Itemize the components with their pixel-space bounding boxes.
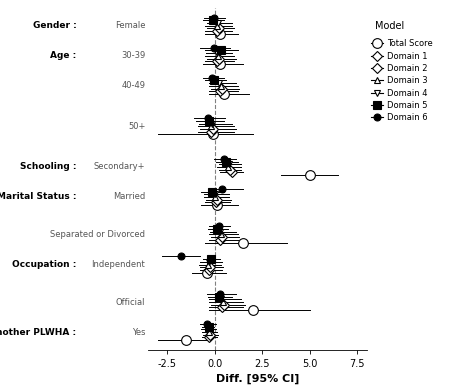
Text: Occupation :: Occupation :	[12, 260, 76, 269]
Text: Married: Married	[113, 193, 146, 202]
Text: Separated or Divorced: Separated or Divorced	[50, 230, 146, 239]
X-axis label: Diff. [95% CI]: Diff. [95% CI]	[216, 373, 299, 384]
Text: Female: Female	[115, 21, 146, 30]
Text: Marital Status :: Marital Status :	[0, 193, 76, 202]
Legend: Total Score, Domain 1, Domain 2, Domain 3, Domain 4, Domain 5, Domain 6: Total Score, Domain 1, Domain 2, Domain …	[371, 39, 433, 122]
Text: Independent: Independent	[91, 260, 146, 269]
Text: Official: Official	[116, 298, 146, 307]
Text: 30-39: 30-39	[121, 51, 146, 60]
Text: Gender :: Gender :	[33, 21, 76, 30]
Text: Another PLWHA :: Another PLWHA :	[0, 328, 76, 336]
Text: Yes: Yes	[132, 328, 146, 336]
Text: 50+: 50+	[128, 122, 146, 131]
Text: Age :: Age :	[50, 51, 76, 60]
Text: Schooling :: Schooling :	[20, 163, 76, 172]
Text: Secondary+: Secondary+	[94, 163, 146, 172]
Text: Model: Model	[375, 21, 404, 32]
Text: 40-49: 40-49	[121, 81, 146, 90]
